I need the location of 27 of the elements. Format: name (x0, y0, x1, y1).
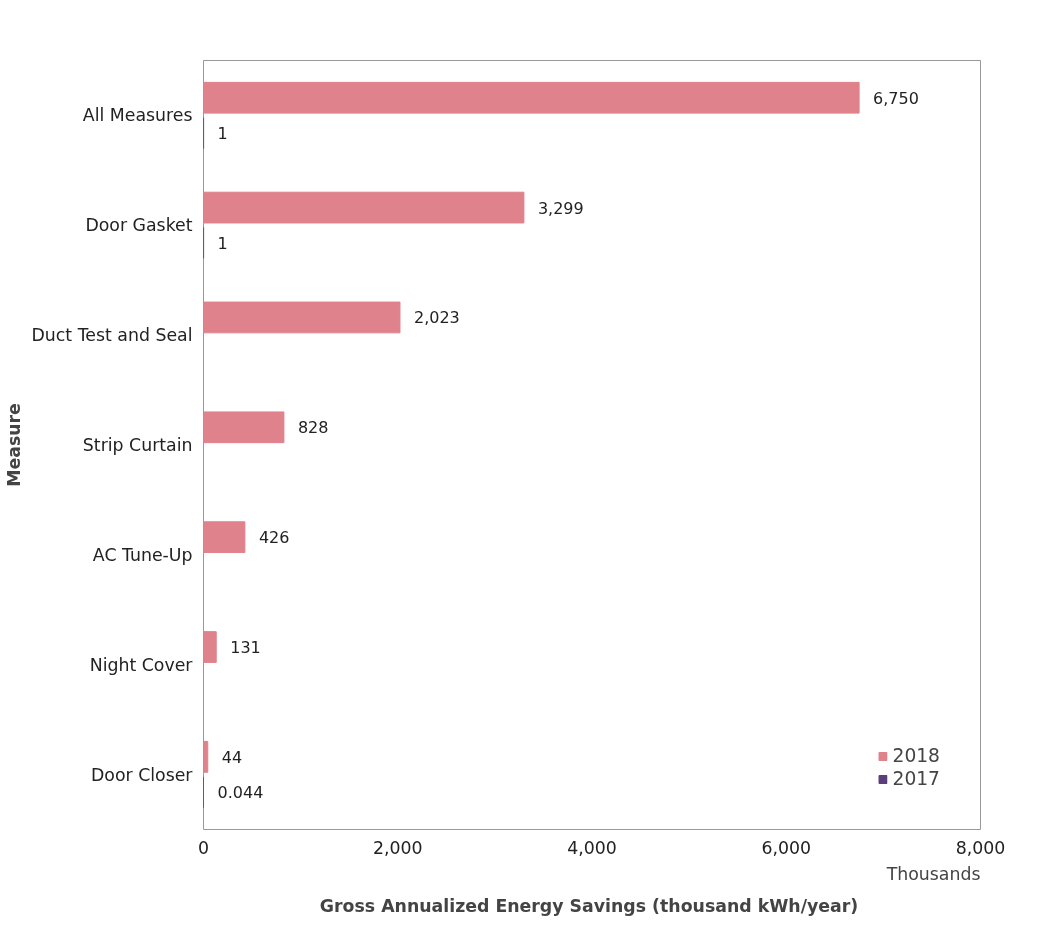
y-tick-label: Night Cover (89, 654, 194, 675)
y-tick-label: AC Tune-Up (92, 544, 193, 565)
data-label: 0.044 (217, 783, 264, 803)
data-label: 1 (217, 233, 228, 253)
data-label: 131 (230, 638, 261, 658)
data-label: 828 (297, 418, 329, 438)
x-tick-label: 0 (197, 837, 210, 858)
data-label: 1 (217, 124, 228, 144)
data-label: 426 (258, 528, 290, 548)
x-tick-label: 4,000 (567, 837, 617, 858)
y-tick-label: All Measures (82, 105, 193, 126)
y-axis-title: Measure (3, 403, 24, 487)
x-axis-title: Gross Annualized Energy Savings (thousand kWh/year) (319, 895, 859, 916)
x-tick-label: 6,000 (761, 837, 812, 858)
data-label: 6,750 (873, 88, 919, 108)
y-tick-label: Strip Curtain (82, 435, 193, 455)
data-label: 44 (221, 747, 243, 767)
y-tick-label: Door Closer (90, 764, 194, 785)
text: Thousands (885, 863, 981, 884)
legend-label: 2017 (892, 768, 940, 789)
y-tick-label: Door Gasket (85, 215, 193, 236)
y-tick-label: Duct Test and Seal (31, 325, 193, 346)
data-label: 3,299 (537, 198, 584, 218)
x-tick-label: 2,000 (372, 837, 423, 858)
data-label: 2,023 (413, 308, 460, 328)
x-tick-label: 8,000 (955, 837, 1006, 858)
legend-label: 2018 (892, 745, 940, 766)
